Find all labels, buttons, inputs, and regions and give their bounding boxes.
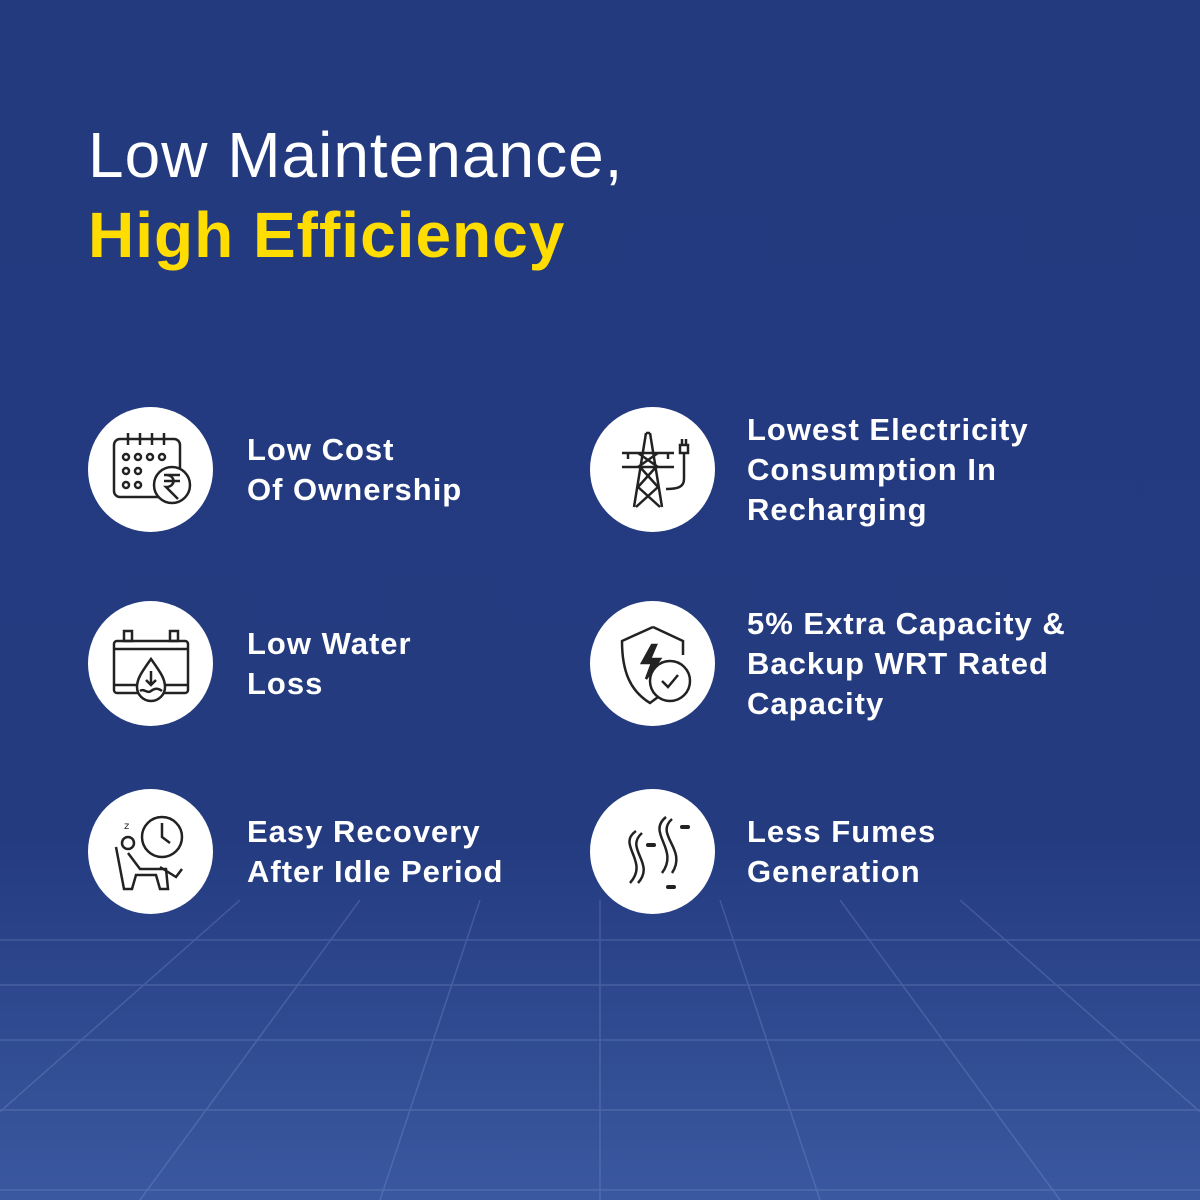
power-tower-plug-icon <box>590 407 715 532</box>
feature-line: Recharging <box>747 491 928 527</box>
feature-extra-capacity: 5% Extra Capacity & Backup WRT Rated Capac… <box>590 601 1066 726</box>
feature-line: Consumption In <box>747 451 997 487</box>
shield-bolt-clock-icon <box>590 601 715 726</box>
feature-low-water-loss: Low Water Loss <box>88 601 412 726</box>
feature-line: After Idle Period <box>247 853 504 889</box>
feature-low-cost: Low Cost Of Ownership <box>88 407 462 532</box>
resting-person-clock-icon: z <box>88 789 213 914</box>
fumes-icon <box>590 789 715 914</box>
feature-line: Capacity <box>747 685 885 721</box>
feature-line: Of Ownership <box>247 471 463 507</box>
calendar-rupee-icon <box>88 407 213 532</box>
feature-line: Loss <box>247 665 324 701</box>
feature-line: Low Cost <box>247 431 395 467</box>
feature-line: Easy Recovery <box>247 813 481 849</box>
feature-line: Backup WRT Rated <box>747 645 1049 681</box>
battery-water-drop-icon <box>88 601 213 726</box>
feature-less-fumes: Less Fumes Generation <box>590 789 936 914</box>
feature-line: Less Fumes <box>747 813 937 849</box>
heading-line2: High Efficiency <box>88 199 566 271</box>
solar-panel-background <box>0 900 1200 1200</box>
feature-lowest-electricity: Lowest Electricity Consumption In Rechargi… <box>590 407 1029 532</box>
feature-line: Lowest Electricity <box>747 411 1029 447</box>
feature-line: 5% Extra Capacity & <box>747 605 1066 641</box>
heading-line1: Low Maintenance, <box>88 119 624 191</box>
svg-text:z: z <box>124 821 129 832</box>
feature-easy-recovery: z Easy Recovery After Idle Period <box>88 789 503 914</box>
feature-line: Low Water <box>247 625 412 661</box>
feature-line: Generation <box>747 853 921 889</box>
